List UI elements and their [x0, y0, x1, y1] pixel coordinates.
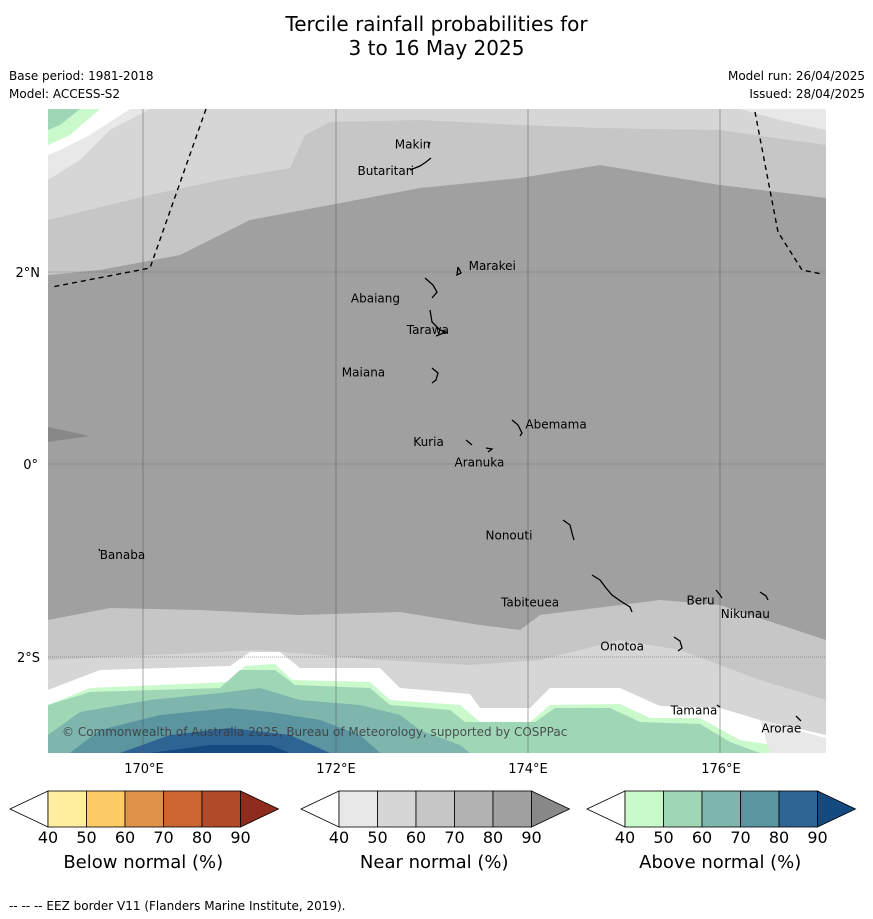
colorbar-near-normal: [300, 790, 571, 832]
colorbar-segment: [492, 790, 532, 828]
colorbar-tick-label: 70: [730, 828, 751, 847]
colorbar-under-arrow: [586, 790, 626, 828]
lon-label-176e: 176°E: [701, 762, 741, 777]
eez-footnote: -- -- -- EEZ border V11 (Flanders Marine…: [9, 899, 346, 913]
graticule: [48, 109, 826, 753]
place-label-maiana: Maiana: [342, 365, 385, 379]
lat-label-2n: 2°N: [16, 266, 41, 281]
run-info: Model run: 26/04/2025 Issued: 28/04/2025: [728, 67, 865, 103]
place-label-nikunau: Nikunau: [721, 607, 770, 621]
colorbar-tick-label: 50: [367, 828, 388, 847]
colorbar-tick-label: 80: [482, 828, 504, 847]
lon-label-174e: 174°E: [508, 762, 548, 777]
place-label-aranuka: Aranuka: [455, 456, 505, 470]
title-line-1: Tercile rainfall probabilities for: [285, 12, 588, 36]
colorbar-over-arrow: [240, 790, 280, 828]
colorbar-segment: [740, 790, 780, 828]
place-label-abaiang: Abaiang: [351, 291, 400, 305]
title-line-2: 3 to 16 May 2025: [348, 36, 525, 60]
colorbar-segment: [415, 790, 455, 828]
place-label-beru: Beru: [687, 593, 715, 607]
place-label-tamana: Tamana: [670, 703, 718, 717]
copyright-notice: © Commonwealth of Australia 2025, Bureau…: [62, 725, 567, 739]
colorbar-tick-label: 40: [328, 828, 350, 847]
forecast-map: Makin Butaritari Marakei Abaiang Tarawa Maian…: [16, 108, 826, 777]
colorbar-tick-label: 90: [521, 828, 542, 847]
colorbar-tick-label: 50: [653, 828, 674, 847]
colorbar-segment: [124, 790, 164, 828]
eez-border: [51, 108, 823, 288]
colorbar-over-arrow: [817, 790, 857, 828]
colorbar-below-normal: [9, 790, 280, 832]
latitude-labels: 2°N 0° 2°S: [16, 266, 41, 666]
place-label-nonouti: Nonouti: [486, 529, 533, 543]
colorbar-under-arrow: [9, 790, 49, 828]
place-label-makin: Makin: [395, 138, 431, 152]
colorbar-segment: [701, 790, 741, 828]
colorbar-tick-label: 80: [191, 828, 213, 847]
colorbar-title: Below normal (%): [63, 852, 224, 873]
colorbar-segment: [454, 790, 494, 828]
probability-shading: [48, 109, 826, 753]
place-label-tarawa: Tarawa: [406, 323, 449, 337]
colorbar-over-arrow: [531, 790, 571, 828]
place-label-banaba: Banaba: [100, 548, 146, 562]
colorbar-tick-label: 90: [807, 828, 828, 847]
lat-label-0: 0°: [23, 458, 38, 473]
colorbar-tick-label: 40: [614, 828, 636, 847]
colorbar-segment: [338, 790, 378, 828]
model-info: Base period: 1981-2018 Model: ACCESS-S2: [9, 67, 154, 103]
colorbar-segment: [163, 790, 203, 828]
colorbar-segment: [86, 790, 126, 828]
colorbar-segment: [201, 790, 241, 828]
place-label-tabiteuea: Tabiteuea: [500, 595, 559, 609]
place-label-marakei: Marakei: [469, 259, 516, 273]
colorbar-tick-label: 40: [37, 828, 59, 847]
colorbar-segment: [377, 790, 417, 828]
lat-label-2s: 2°S: [17, 651, 40, 666]
colorbar-tick-label: 70: [153, 828, 174, 847]
colorbar-segment: [624, 790, 664, 828]
colorbar-tick-label: 80: [768, 828, 790, 847]
base-period: Base period: 1981-2018: [9, 69, 154, 83]
colorbar-tick-label: 60: [405, 828, 427, 847]
lon-label-172e: 172°E: [316, 762, 356, 777]
colorbar-title: Near normal (%): [359, 852, 509, 873]
colorbar-tick-label: 90: [230, 828, 251, 847]
colorbar-segment: [47, 790, 87, 828]
colorbar-tick-label: 70: [444, 828, 465, 847]
place-label-abemama: Abemama: [525, 417, 586, 431]
model-name: Model: ACCESS-S2: [9, 87, 121, 101]
longitude-labels: 170°E 172°E 174°E 176°E: [124, 762, 741, 777]
colorbar-segment: [663, 790, 703, 828]
colorbar-segment: [778, 790, 818, 828]
colorbar-tick-label: 50: [76, 828, 97, 847]
place-labels: Makin Butaritari Marakei Abaiang Tarawa Maian…: [100, 138, 802, 736]
islands: [98, 141, 802, 722]
model-run-date: Model run: 26/04/2025: [727, 69, 865, 83]
lon-label-170e: 170°E: [124, 762, 164, 777]
issued-date: Issued: 28/04/2025: [749, 87, 865, 101]
colorbar-tick-label: 60: [691, 828, 713, 847]
place-label-arorae: Arorae: [761, 722, 801, 736]
place-label-onotoa: Onotoa: [600, 640, 644, 654]
place-label-butaritari: Butaritari: [358, 164, 415, 178]
colorbar-tick-label: 60: [114, 828, 136, 847]
place-label-kuria: Kuria: [413, 435, 444, 449]
colorbar-under-arrow: [300, 790, 340, 828]
colorbar-above-normal: [586, 790, 857, 832]
colorbar-title: Above normal (%): [639, 852, 802, 873]
map-title: Tercile rainfall probabilities for 3 to …: [0, 12, 873, 60]
